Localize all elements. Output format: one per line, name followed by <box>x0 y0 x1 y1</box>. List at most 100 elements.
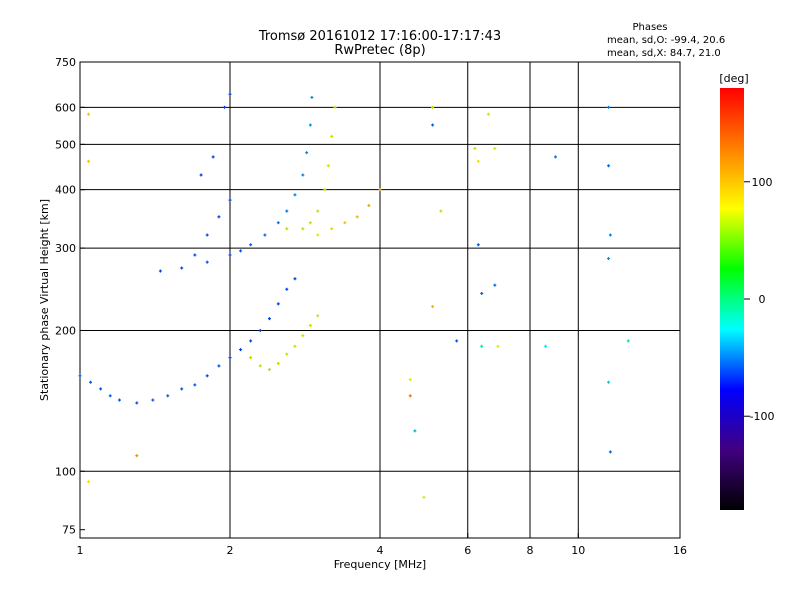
data-point <box>413 429 417 433</box>
data-point <box>249 356 253 360</box>
data-point <box>493 283 497 287</box>
data-point <box>553 155 557 159</box>
y-tick-label: 750 <box>55 56 76 69</box>
y-axis-label: Stationary phase Virtual Height [km] <box>38 199 51 401</box>
data-point <box>343 221 347 225</box>
data-point <box>355 215 359 219</box>
data-point <box>135 454 139 458</box>
y-tick-label: 100 <box>55 465 76 478</box>
data-point <box>367 204 371 208</box>
data-point <box>293 344 297 348</box>
data-point <box>211 155 215 159</box>
colorbar-label: [deg] <box>719 72 748 85</box>
data-point <box>308 323 312 327</box>
colorbar-tick-label: 0 <box>759 293 766 306</box>
data-point <box>267 317 271 321</box>
data-point <box>473 146 477 150</box>
data-point <box>151 398 155 402</box>
data-point <box>276 361 280 365</box>
data-point <box>180 387 184 391</box>
data-point <box>301 173 305 177</box>
data-point <box>166 394 170 398</box>
data-point <box>285 287 289 291</box>
data-point <box>431 105 435 109</box>
data-point <box>310 95 314 99</box>
data-point <box>239 249 243 253</box>
data-point <box>378 188 382 192</box>
data-point <box>99 387 103 391</box>
chart-subtitle: RwPretec (8p) <box>334 43 425 58</box>
data-point <box>267 368 271 372</box>
chart-title: Tromsø 20161012 17:16:00-17:17:43 <box>258 29 501 44</box>
data-point <box>607 105 611 109</box>
data-point <box>480 344 484 348</box>
data-point <box>544 344 548 348</box>
data-point <box>480 291 484 295</box>
data-point <box>476 243 480 247</box>
data-point <box>135 401 139 405</box>
x-axis-label: Frequency [MHz] <box>334 558 426 571</box>
data-point <box>276 302 280 306</box>
data-point <box>285 352 289 356</box>
data-point <box>431 305 435 309</box>
x-axis-ticks: 1 2 4 6 8 10 16 <box>77 533 687 557</box>
data-point <box>455 339 459 343</box>
data-point <box>158 269 162 273</box>
data-point <box>249 243 253 247</box>
data-point <box>326 164 330 168</box>
phases-o-stats: mean, sd,O: -99.4, 20.6 <box>607 35 725 46</box>
data-point <box>323 188 327 192</box>
y-tick-label: 600 <box>55 101 76 114</box>
data-point <box>78 374 82 378</box>
data-point <box>228 92 232 96</box>
data-point <box>493 146 497 150</box>
data-point <box>217 215 221 219</box>
data-point <box>193 253 197 257</box>
data-point <box>263 233 267 237</box>
data-point <box>228 356 232 360</box>
data-point <box>607 257 611 261</box>
data-point <box>431 123 435 127</box>
data-point <box>496 344 500 348</box>
colorbar-ticks: 100 0 -100 <box>744 176 774 423</box>
data-point <box>305 151 309 155</box>
data-point <box>626 339 630 343</box>
data-point <box>228 253 232 257</box>
data-point <box>316 233 320 237</box>
phases-title: Phases <box>632 22 667 33</box>
colorbar-tick-label: -100 <box>750 410 775 423</box>
data-point <box>217 364 221 368</box>
data-point <box>608 233 612 237</box>
data-point <box>486 112 490 116</box>
data-point <box>330 134 334 138</box>
data-point <box>285 209 289 213</box>
data-point <box>607 380 611 384</box>
data-point <box>408 394 412 398</box>
data-point <box>239 348 243 352</box>
data-point <box>285 227 289 231</box>
data-point <box>89 380 93 384</box>
data-point <box>308 123 312 127</box>
data-point <box>608 450 612 454</box>
y-tick-label: 200 <box>55 324 76 337</box>
data-point <box>301 334 305 338</box>
y-tick-label: 300 <box>55 242 76 255</box>
data-point <box>86 112 90 116</box>
data-point <box>258 328 262 332</box>
data-point <box>293 277 297 281</box>
x-tick-label: 1 <box>77 544 84 557</box>
data-point <box>301 227 305 231</box>
colorbar <box>720 88 744 510</box>
x-tick-label: 10 <box>571 544 585 557</box>
phases-x-stats: mean, sd,X: 84.7, 21.0 <box>607 48 721 59</box>
data-point <box>205 260 209 264</box>
data-point <box>205 233 209 237</box>
data-point <box>308 221 312 225</box>
data-point <box>276 221 280 225</box>
data-point <box>422 495 426 499</box>
data-point <box>205 374 209 378</box>
data-point <box>330 227 334 231</box>
data-point <box>249 339 253 343</box>
colorbar-tick-label: 100 <box>752 176 773 189</box>
